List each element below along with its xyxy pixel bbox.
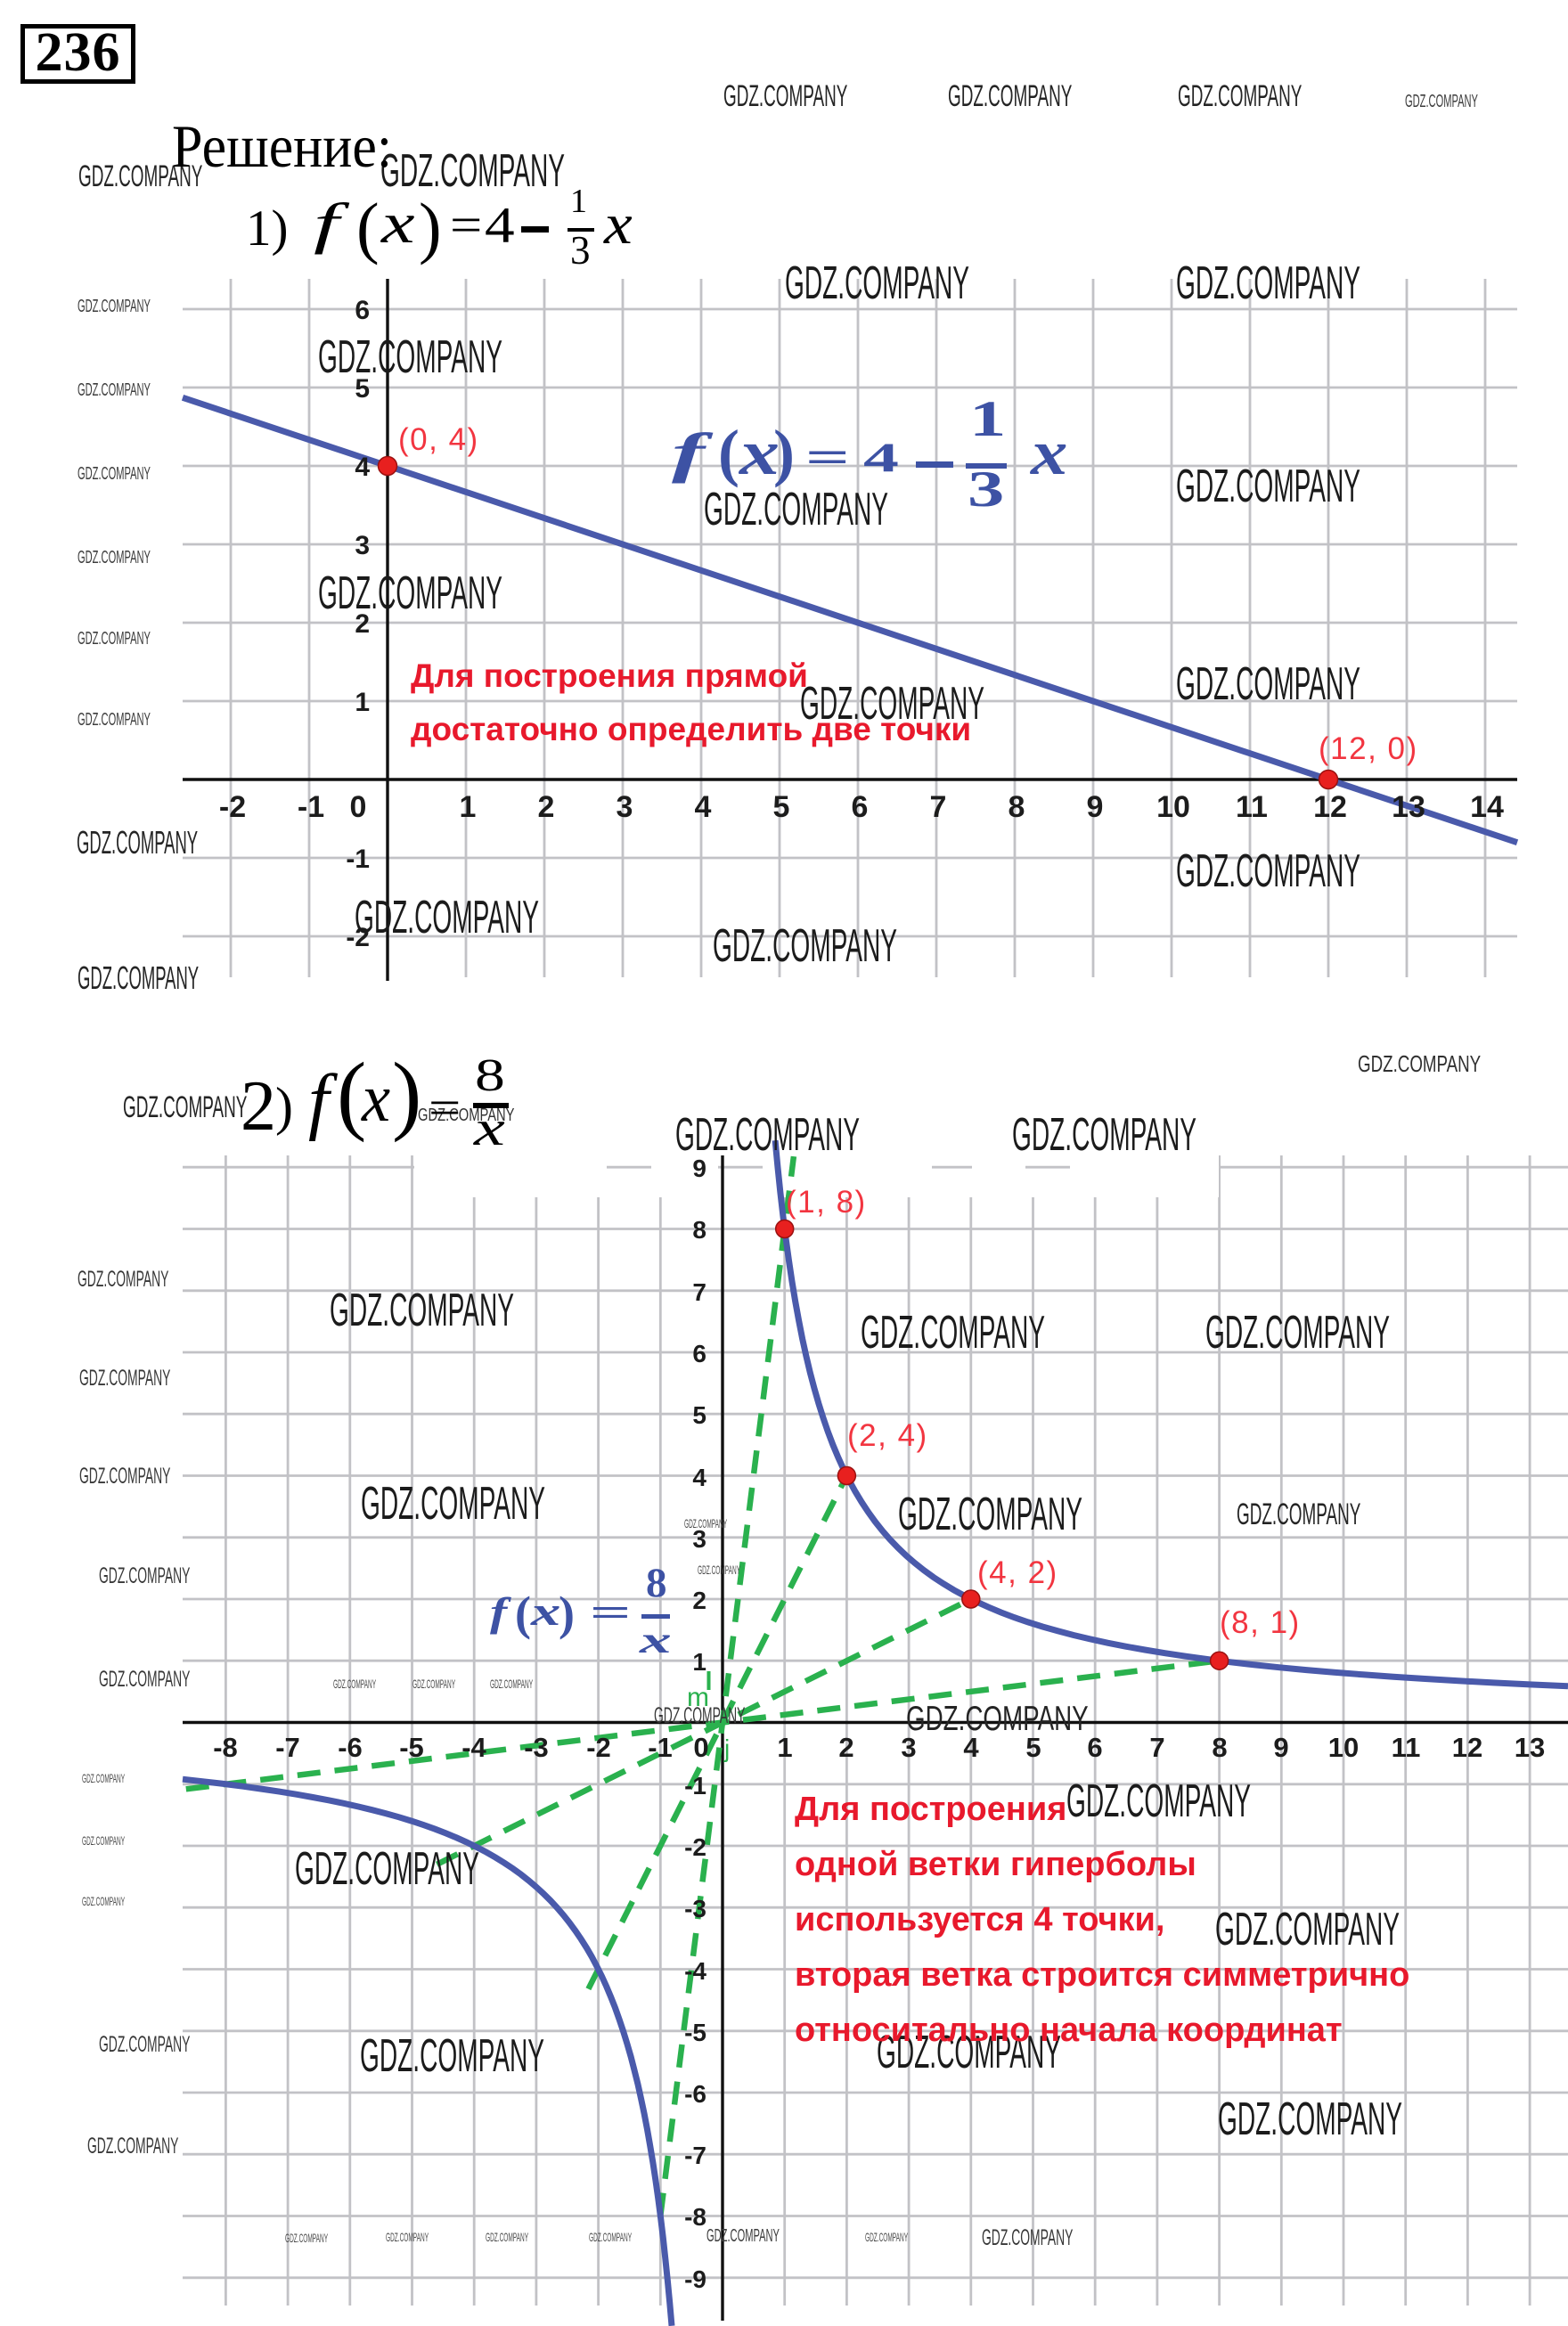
svg-text:14: 14 [1470,790,1504,824]
svg-text:2: 2 [538,790,555,824]
svg-text:-1: -1 [298,790,324,824]
svg-text:9: 9 [692,1155,706,1182]
svg-text:4: 4 [695,790,712,824]
svg-text:-7: -7 [275,1732,300,1763]
svg-text:1: 1 [355,688,370,717]
svg-text:7: 7 [1149,1732,1164,1763]
svg-text:-2: -2 [346,923,370,952]
svg-text:5: 5 [773,790,790,824]
svg-text:2: 2 [355,609,370,639]
svg-text:-1: -1 [346,845,370,874]
svg-text:3: 3 [901,1732,916,1763]
svg-text:8: 8 [1009,790,1025,824]
svg-text:12: 12 [1452,1732,1482,1763]
svg-text:-8: -8 [213,1732,238,1763]
svg-text:3: 3 [692,1525,706,1553]
svg-text:-4: -4 [684,1957,706,1985]
svg-text:7: 7 [692,1278,706,1306]
svg-text:0: 0 [693,1732,708,1763]
svg-text:m: m [687,1683,709,1712]
svg-text:8: 8 [1212,1732,1227,1763]
svg-text:1: 1 [777,1732,792,1763]
svg-text:13: 13 [1515,1732,1545,1763]
svg-text:-6: -6 [338,1732,363,1763]
svg-text:-8: -8 [684,2203,706,2231]
svg-text:6: 6 [355,296,370,325]
svg-text:-2: -2 [586,1732,611,1763]
svg-text:-2: -2 [684,1833,706,1861]
svg-text:0: 0 [350,790,367,824]
svg-text:-6: -6 [684,2080,706,2108]
svg-text:4: 4 [692,1464,706,1491]
svg-text:-3: -3 [684,1895,706,1922]
svg-text:10: 10 [1156,790,1190,824]
svg-text:-1: -1 [684,1772,706,1800]
svg-text:11: 11 [1236,790,1268,824]
svg-text:11: 11 [1392,1732,1421,1763]
svg-text:-7: -7 [684,2142,706,2169]
svg-text:1: 1 [460,790,477,824]
svg-text:10: 10 [1328,1732,1359,1763]
svg-text:3: 3 [355,531,370,560]
svg-text:13: 13 [1392,790,1425,824]
svg-text:-5: -5 [684,2019,706,2046]
svg-text:5: 5 [692,1401,706,1429]
svg-text:1: 1 [692,1648,706,1676]
svg-text:6: 6 [1087,1732,1102,1763]
svg-text:2: 2 [692,1587,706,1614]
svg-text:9: 9 [1087,790,1104,824]
svg-text:-9: -9 [684,2265,706,2293]
svg-text:-3: -3 [524,1732,549,1763]
svg-text:-1: -1 [648,1732,673,1763]
svg-text:9: 9 [1273,1732,1288,1763]
svg-text:2: 2 [838,1732,853,1763]
svg-text:5: 5 [355,374,370,404]
svg-text:6: 6 [692,1340,706,1367]
svg-text:5: 5 [1025,1732,1041,1763]
svg-text:6: 6 [852,790,869,824]
svg-text:7: 7 [930,790,947,824]
svg-text:8: 8 [692,1216,706,1244]
svg-text:4: 4 [963,1732,979,1763]
svg-text:-2: -2 [219,790,246,824]
svg-text:j: j [723,1734,730,1762]
svg-text:3: 3 [617,790,633,824]
svg-text:12: 12 [1313,790,1347,824]
svg-text:-4: -4 [461,1732,486,1763]
svg-text:-5: -5 [399,1732,424,1763]
svg-text:4: 4 [355,453,370,482]
